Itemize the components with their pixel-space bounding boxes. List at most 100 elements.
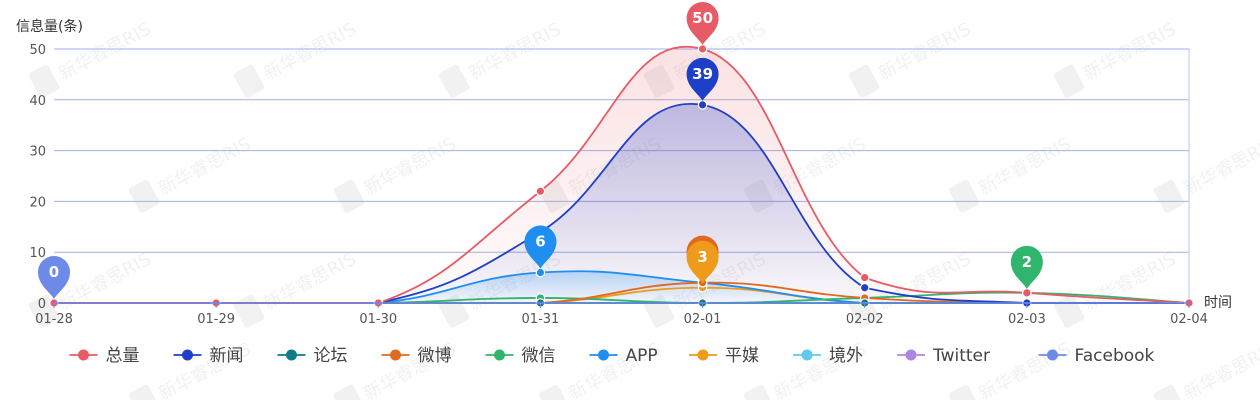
watermark-text: 新华睿思RIS xyxy=(975,134,1074,200)
legend-marker xyxy=(801,349,813,361)
legend-item-平媒: 平媒 xyxy=(689,346,759,366)
watermark-text: 新华睿思RIS xyxy=(975,339,1074,400)
legend-marker xyxy=(697,349,709,361)
legend-item-新闻: 新闻 xyxy=(173,346,244,366)
watermark-text: 新华睿思RIS xyxy=(1080,19,1179,85)
legend-marker xyxy=(78,349,89,361)
marker-pin-Facebook: 0 xyxy=(38,256,70,299)
watermark-text: 新华睿思RIS xyxy=(1080,249,1179,315)
legend-item-微博: 微博 xyxy=(381,346,452,366)
watermark: 新华睿思RIS xyxy=(848,19,975,98)
legend-label: 微博 xyxy=(418,346,452,366)
data-point-总量-02-03 xyxy=(1022,288,1032,298)
area-layer xyxy=(54,46,1189,304)
legend-label: APP xyxy=(626,346,658,366)
series-area-APP xyxy=(54,271,1189,303)
watermark: 新华睿思RIS xyxy=(233,19,360,98)
x-tick-label: 01-30 xyxy=(359,312,397,327)
watermark: 新华睿思RIS xyxy=(438,19,565,98)
data-point-新闻-02-02 xyxy=(859,282,870,293)
x-axis-title: 时间 xyxy=(1204,295,1232,311)
legend-label: 微信 xyxy=(522,346,556,366)
watermark: 新华睿思RIS xyxy=(1053,249,1180,328)
watermark: 新华睿思RIS xyxy=(538,339,665,404)
data-point-总量-01-31 xyxy=(535,186,546,197)
x-tick-label: 02-01 xyxy=(684,312,722,327)
watermark-text: 新华睿思RIS xyxy=(1180,134,1260,200)
legend-label: 平媒 xyxy=(725,346,759,366)
watermark: 新华睿思RIS xyxy=(1153,339,1260,404)
watermark-logo xyxy=(948,179,980,213)
watermark-logo xyxy=(438,64,470,98)
data-point-总量-02-01 xyxy=(697,44,708,54)
marker-pin-shape xyxy=(686,57,719,101)
watermark: 新华睿思RIS xyxy=(1053,19,1180,98)
series-area-新闻 xyxy=(54,103,1189,303)
watermark-logo xyxy=(1053,64,1085,98)
x-tick-label: 02-04 xyxy=(1170,312,1208,327)
legend-item-总量: 总量 xyxy=(69,346,140,366)
watermark: 新华睿思RIS xyxy=(233,249,360,328)
marker-pin-APP: 6 xyxy=(524,225,557,269)
legend-marker xyxy=(598,349,609,361)
data-point-新闻-02-01 xyxy=(697,100,708,110)
data-point-APP-01-31 xyxy=(535,267,546,278)
legend-item-Twitter: Twitter xyxy=(897,346,990,366)
legend-marker xyxy=(1047,349,1058,361)
legend-marker xyxy=(905,349,917,361)
marker-pins: 065039432 xyxy=(38,2,1043,299)
legend-item-Facebook: Facebook xyxy=(1038,346,1155,366)
y-tick-label: 10 xyxy=(29,246,46,261)
watermark-text: 新华睿思RIS xyxy=(155,134,254,200)
watermark: 新华睿思RIS xyxy=(948,339,1075,404)
legend: 总量 新闻 论坛 微博 微信 APP 平媒 境外 Twitter Facebook xyxy=(69,346,1155,366)
marker-value-label: 39 xyxy=(692,65,713,83)
legend-item-APP: APP xyxy=(589,346,658,366)
legend-marker xyxy=(390,349,401,361)
watermark-text: 新华睿思RIS xyxy=(260,19,359,85)
y-tick-label: 0 xyxy=(38,297,46,312)
x-tick-label: 01-28 xyxy=(35,312,73,327)
watermark: 新华睿思RIS xyxy=(743,339,870,404)
watermark: 新华睿思RIS xyxy=(128,339,255,404)
marker-value-label: 3 xyxy=(697,248,707,266)
legend-label: 论坛 xyxy=(314,346,348,366)
marker-pin-shape xyxy=(686,2,719,45)
watermark-text: 新华睿思RIS xyxy=(360,134,459,200)
watermark-logo xyxy=(233,294,265,328)
data-point-总量-02-02 xyxy=(859,272,870,283)
marker-pin-shape xyxy=(38,256,70,299)
legend-label: 境外 xyxy=(829,346,863,366)
marker-value-label: 50 xyxy=(692,9,713,27)
watermark-logo xyxy=(848,64,880,98)
watermark-text: 新华睿思RIS xyxy=(260,249,359,315)
watermark-logo xyxy=(128,179,160,213)
y-tick-label: 40 xyxy=(29,94,46,109)
y-tick-label: 20 xyxy=(29,195,46,210)
x-tick-label: 02-03 xyxy=(1008,312,1046,327)
marker-pin-微信: 2 xyxy=(1010,245,1043,289)
marker-value-label: 6 xyxy=(535,233,545,251)
legend-label: 新闻 xyxy=(210,346,244,366)
legend-label: 总量 xyxy=(106,346,140,366)
watermark: 新华睿思RIS xyxy=(333,339,460,404)
watermark-text: 新华睿思RIS xyxy=(875,19,974,85)
watermark-text: 新华睿思RIS xyxy=(465,19,564,85)
watermark-logo xyxy=(1153,179,1185,213)
marker-pin-新闻: 39 xyxy=(686,57,719,101)
watermark-text: 新华睿思RIS xyxy=(55,249,154,315)
legend-item-境外: 境外 xyxy=(793,346,863,366)
marker-pin-shape xyxy=(524,225,557,269)
x-tick-label: 01-31 xyxy=(522,312,560,327)
marker-pin-shape xyxy=(686,240,719,284)
x-tick-label: 02-02 xyxy=(846,312,884,327)
watermark-text: 新华睿思RIS xyxy=(1180,339,1260,400)
marker-pin-平媒: 3 xyxy=(686,240,719,284)
marker-pin-shape xyxy=(1010,245,1043,289)
watermark-logo xyxy=(28,64,60,98)
watermark-logo xyxy=(233,64,265,98)
legend-marker xyxy=(182,349,193,361)
